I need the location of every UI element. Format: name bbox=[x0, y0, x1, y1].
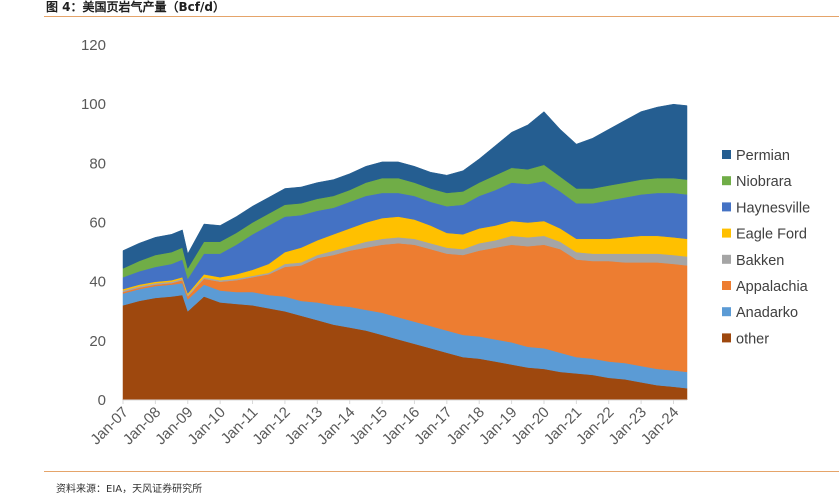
x-tick-labels: Jan-07Jan-08Jan-09Jan-10Jan-11Jan-12Jan-… bbox=[87, 404, 682, 448]
legend-swatch bbox=[722, 307, 731, 317]
legend-swatch bbox=[722, 281, 731, 290]
y-tick-label: 100 bbox=[81, 96, 106, 113]
legend-label: Appalachia bbox=[736, 279, 809, 295]
legend-swatch bbox=[722, 202, 731, 212]
top-divider bbox=[44, 16, 839, 17]
y-tick-label: 120 bbox=[81, 37, 106, 54]
legend-label: other bbox=[736, 331, 769, 347]
y-tick-label: 0 bbox=[98, 392, 106, 409]
source-note: 资料来源：EIA，天风证券研究所 bbox=[56, 484, 203, 495]
legend-label: Bakken bbox=[736, 253, 784, 269]
legend-label: Anadarko bbox=[736, 305, 798, 321]
y-tick-label: 40 bbox=[89, 274, 106, 291]
legend-label: Haynesville bbox=[736, 200, 810, 216]
legend-swatch bbox=[722, 333, 731, 343]
legend-label: Permian bbox=[736, 148, 790, 164]
y-tick-label: 60 bbox=[89, 215, 106, 232]
y-tick-labels: 0 20 40 60 80 100 120 bbox=[81, 37, 106, 409]
legend-item-niobrara: Niobrara bbox=[722, 174, 793, 190]
area-layers bbox=[122, 103, 688, 401]
legend-swatch bbox=[722, 228, 731, 238]
legend-item-permian: Permian bbox=[722, 148, 790, 164]
legend-label: Niobrara bbox=[736, 174, 793, 190]
area-permian bbox=[122, 103, 688, 270]
x-tick-marks bbox=[122, 400, 675, 404]
y-tick-label: 20 bbox=[89, 333, 106, 350]
legend-item-bakken: Bakken bbox=[722, 253, 784, 269]
legend-item-haynesville: Haynesville bbox=[722, 200, 810, 216]
legend-item-anadarko: Anadarko bbox=[722, 305, 798, 321]
y-tick-label: 80 bbox=[89, 155, 106, 172]
legend-item-eagle-ford: Eagle Ford bbox=[722, 227, 807, 243]
legend-label: Eagle Ford bbox=[736, 227, 807, 243]
legend: Permian Niobrara Haynesville Eagle Ford Bakk… bbox=[722, 148, 810, 347]
legend-item-appalachia: Appalachia bbox=[722, 279, 809, 295]
figure-title: 图 4：美国页岩气产量（Bcf/d） bbox=[46, 0, 225, 14]
bottom-divider bbox=[44, 471, 839, 472]
legend-swatch bbox=[722, 150, 731, 159]
legend-item-other: other bbox=[722, 331, 769, 347]
legend-swatch bbox=[722, 254, 731, 264]
legend-swatch bbox=[722, 176, 731, 186]
